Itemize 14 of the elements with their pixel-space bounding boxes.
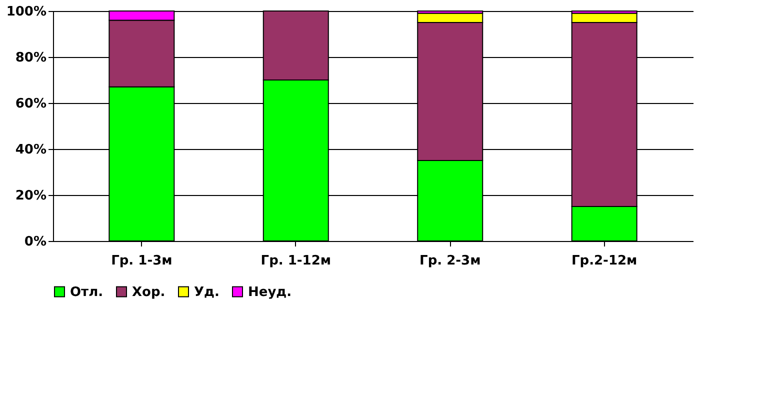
x-tick-label: Гр. 1-12м (260, 254, 331, 268)
x-tick-label: Гр. 1-3м (111, 254, 172, 268)
legend-label: Хор. (132, 284, 166, 300)
x-tick-label: Гр. 2-3м (420, 254, 481, 268)
x-tick-label: Гр.2-12м (571, 254, 638, 268)
legend-label: Неуд. (248, 284, 292, 300)
y-tick-label: 100% (6, 4, 46, 20)
y-tick-label: 20% (15, 188, 46, 204)
y-tick-label: 60% (15, 96, 46, 112)
legend-label: Отл. (70, 284, 104, 300)
y-tick-label: 0% (24, 234, 46, 250)
y-tick-label: 40% (15, 142, 46, 158)
y-tick-label: 80% (15, 50, 46, 66)
legend-label: Уд. (194, 284, 220, 300)
